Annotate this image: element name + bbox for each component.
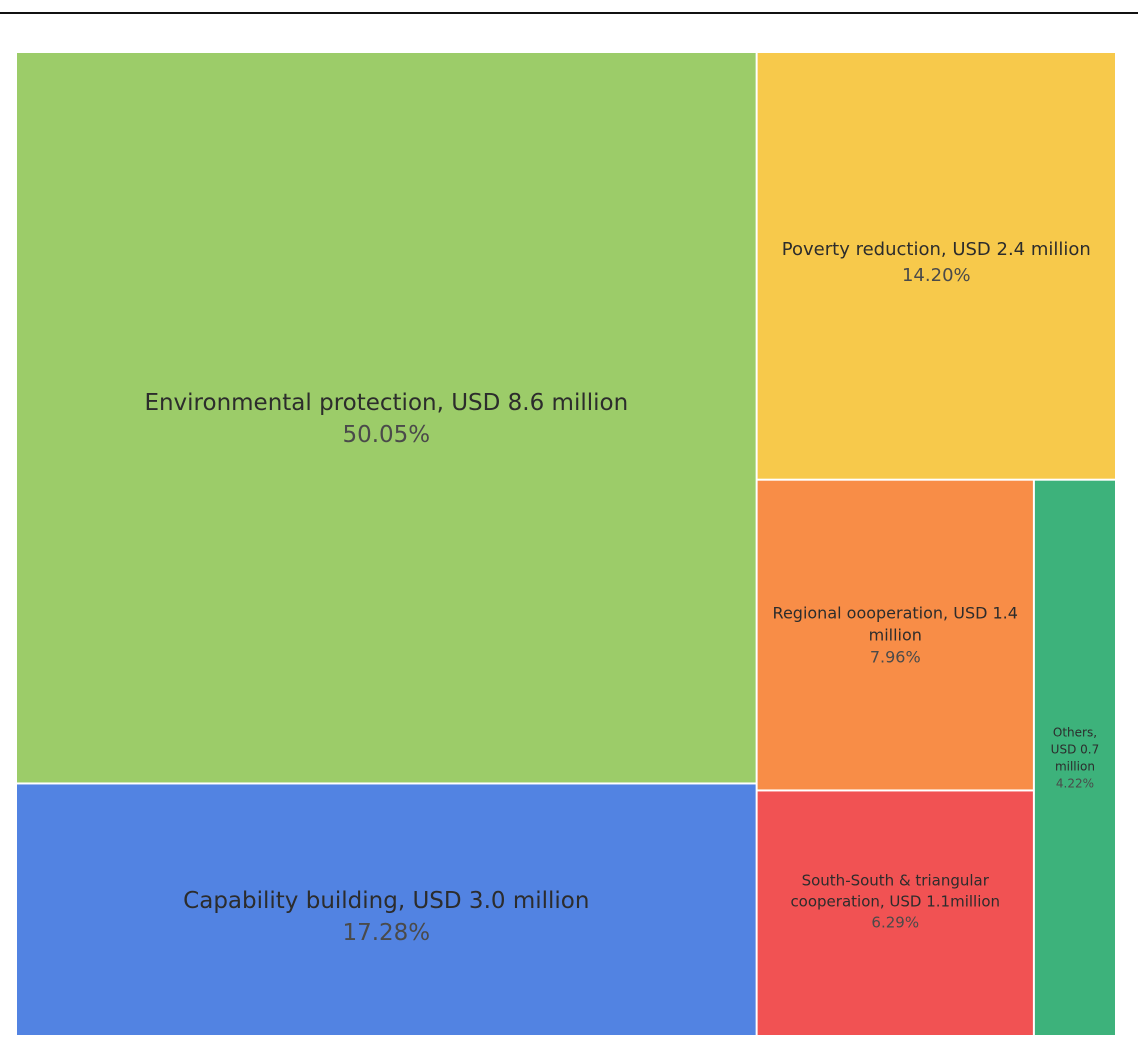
tile-capability-building: Capability building, USD 3.0 million 17.2… [17,784,756,1035]
tile-percent-regional-oooperation: 7.96% [870,648,921,667]
tile-label-environmental-protection-line-1: Environmental protection, USD 8.6 millio… [144,390,628,416]
tile-rect-poverty-reduction [757,53,1115,479]
tile-rect-regional-oooperation [757,480,1033,790]
tile-environmental-protection: Environmental protection, USD 8.6 millio… [17,53,756,783]
tile-percent-others: 4.22% [1056,777,1094,791]
tile-poverty-reduction: Poverty reduction, USD 2.4 million 14.20% [757,53,1115,479]
tile-percent-poverty-reduction: 14.20% [902,265,971,286]
tile-regional-oooperation: Regional oooperation, USD 1.4 million 7.96… [757,480,1033,790]
tile-rect-others [1034,480,1115,1035]
tile-percent-south-south-triangular-cooperation: 6.29% [871,913,919,931]
tile-label-poverty-reduction-line-1: Poverty reduction, USD 2.4 million [782,239,1091,260]
tile-label-capability-building-line-1: Capability building, USD 3.0 million [183,888,589,914]
tile-label-others-line-2: USD 0.7 [1051,743,1100,757]
tile-label-south-south-triangular-cooperation-line-1: South-South & triangular [802,871,990,889]
tile-label-regional-oooperation-line-1: Regional oooperation, USD 1.4 [773,604,1018,623]
tile-rect-capability-building [17,784,756,1035]
tile-label-south-south-triangular-cooperation-line-2: cooperation, USD 1.1million [790,892,1000,910]
tile-rect-south-south-triangular-cooperation [757,791,1033,1035]
tile-percent-capability-building: 17.28% [342,920,430,946]
top-rule [0,12,1138,14]
tile-south-south-triangular-cooperation: South-South & triangular cooperation, USD… [757,791,1033,1035]
tile-percent-environmental-protection: 50.05% [342,422,430,448]
tile-label-regional-oooperation-line-2: million [869,626,922,645]
tile-label-others-line-3: million [1055,760,1095,774]
tile-rect-environmental-protection [17,53,756,783]
tile-others: Others, USD 0.7 million 4.22% [1034,480,1115,1035]
tile-label-others-line-1: Others, [1053,726,1097,740]
